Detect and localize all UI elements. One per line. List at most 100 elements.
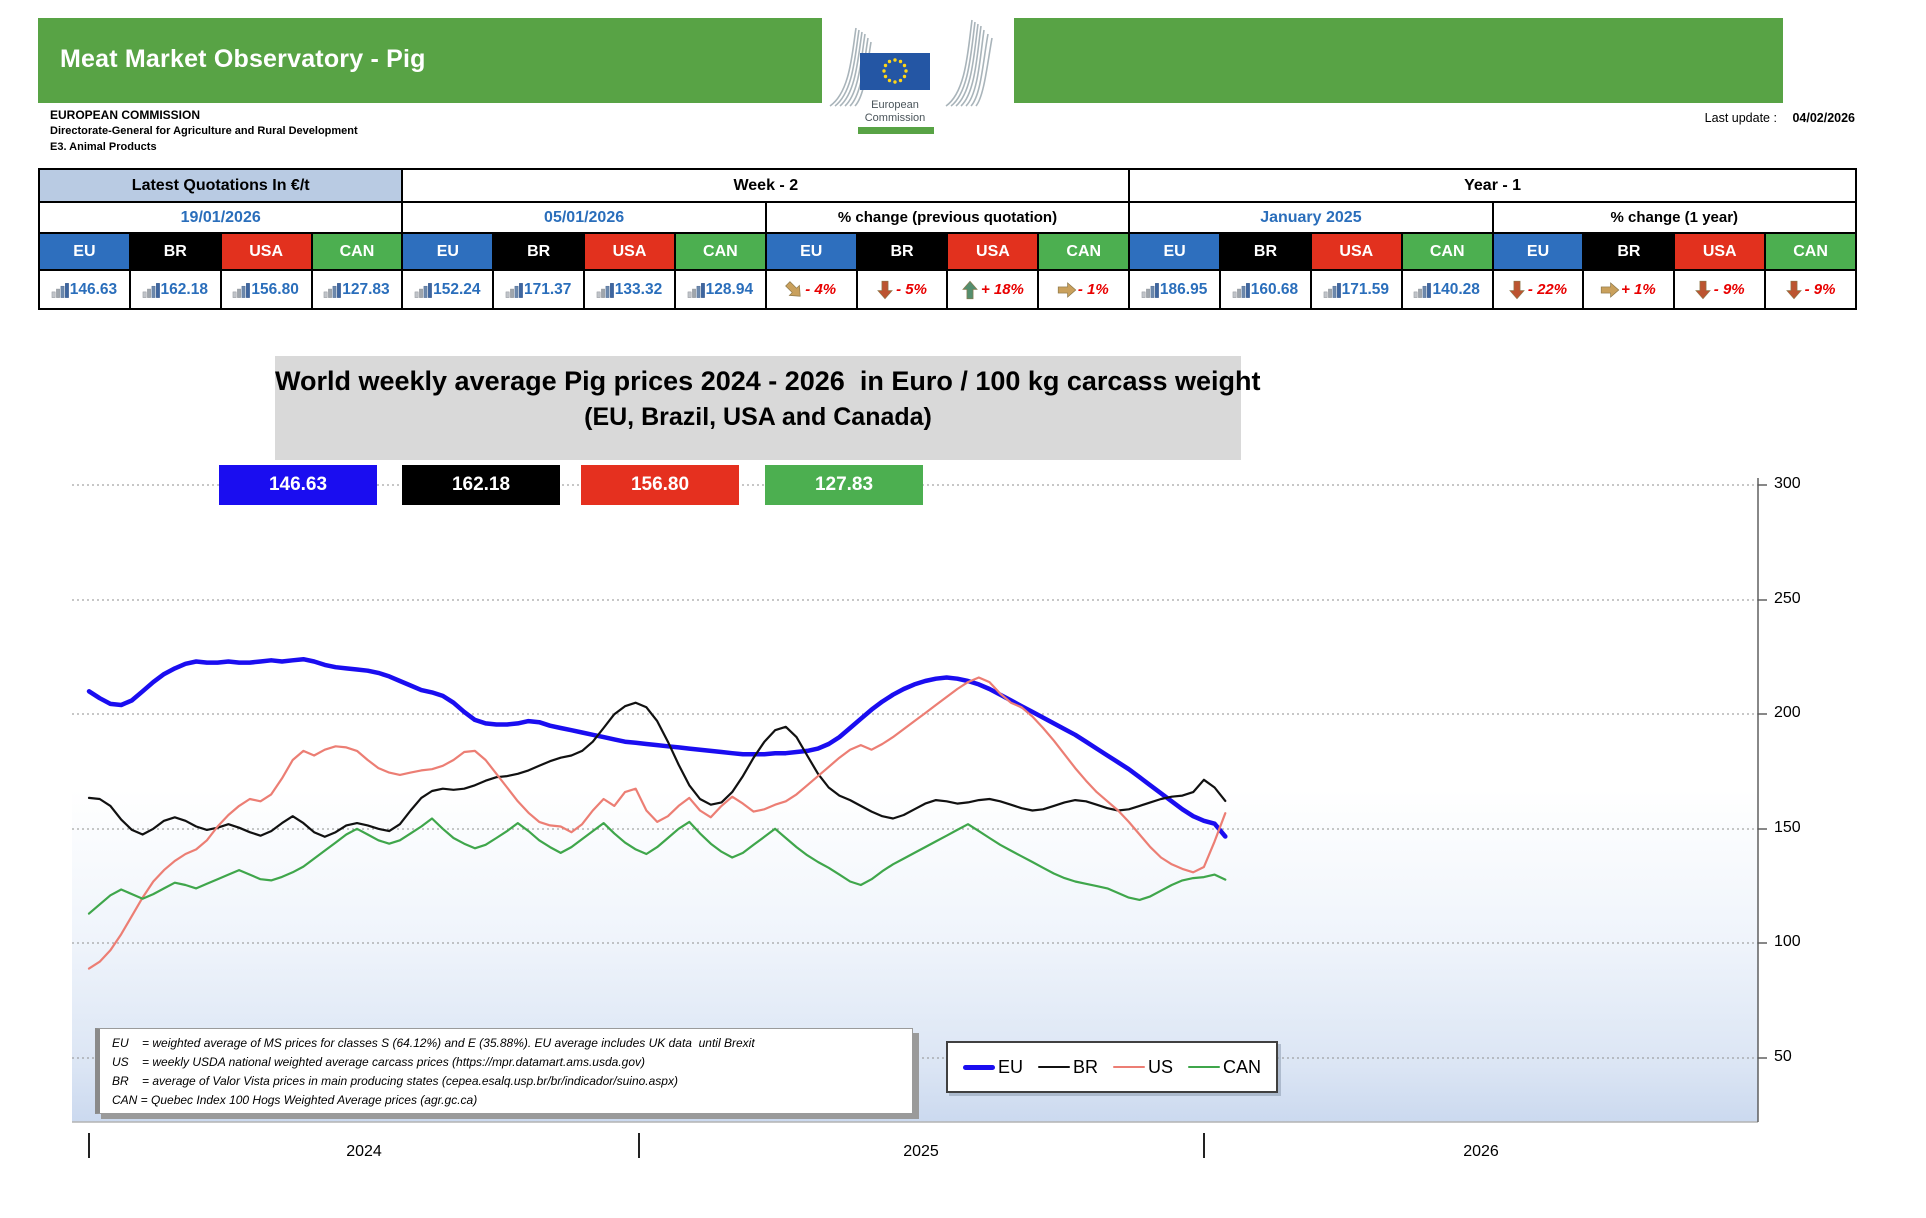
arrow-right-icon — [1600, 281, 1620, 298]
pct-year-label: % change (1 year) — [1493, 203, 1857, 234]
pct-change-value: + 18% — [980, 281, 1024, 298]
country-header-can: CAN — [1766, 234, 1857, 271]
arrow-down-icon — [1694, 280, 1711, 299]
legend-marker-br — [1037, 1065, 1070, 1069]
x-axis-label: 2024 — [346, 1143, 382, 1160]
ec-logo-stripes-right — [945, 19, 993, 107]
legend-label: CAN — [1223, 1056, 1262, 1077]
last-update-label: Last update : — [1704, 111, 1777, 125]
arrow-up-icon — [962, 280, 978, 299]
page-title: Meat Market Observatory - Pig — [60, 45, 426, 73]
country-header-br: BR — [494, 234, 586, 271]
quote-value: 160.68 — [1250, 280, 1299, 298]
mini-bars-icon — [687, 282, 705, 298]
series-line-br — [87, 701, 1227, 838]
pct-change-cell: - 1% — [1039, 271, 1131, 310]
legend-marker-can — [1188, 1065, 1221, 1069]
y-axis-label: 150 — [1774, 819, 1801, 836]
y-axis-label: 250 — [1774, 590, 1801, 607]
quote-cell: 152.24 — [403, 271, 495, 310]
mini-bars-icon — [505, 282, 523, 298]
quote-cell: 133.32 — [585, 271, 676, 310]
pct-change-value: - 22% — [1527, 281, 1568, 298]
mini-bars-icon — [1414, 282, 1432, 298]
last-update-date: 04/02/2026 — [1792, 111, 1855, 125]
country-header-can: CAN — [1039, 234, 1131, 271]
country-header-can: CAN — [312, 234, 404, 271]
quote-cell: 146.63 — [40, 271, 131, 310]
latest-value-box-can: 127.83 — [765, 465, 923, 505]
year1-date: January 2025 — [1130, 203, 1494, 234]
quote-cell: 140.28 — [1402, 271, 1494, 310]
country-header-usa: USA — [1675, 234, 1767, 271]
country-header-eu: EU — [1130, 234, 1222, 271]
quote-value: 146.63 — [69, 280, 118, 298]
eu-flag-stars — [882, 58, 908, 84]
org-line-3: E3. Animal Products — [50, 141, 157, 153]
legend-marker-eu — [962, 1064, 995, 1070]
x-axis-ticks — [88, 1133, 1205, 1158]
latest-value-box-br: 162.18 — [402, 465, 560, 505]
pct-change-value: - 5% — [896, 281, 927, 298]
x-axis-label: 2026 — [1463, 1143, 1499, 1160]
quote-value: 162.18 — [160, 280, 208, 298]
org-line-1: EUROPEAN COMMISSION — [50, 108, 201, 122]
arrow-right-icon — [1057, 281, 1077, 298]
quote-value: 171.37 — [523, 280, 572, 298]
week2-group-header: Week - 2 — [403, 170, 1131, 203]
country-header-usa: USA — [948, 234, 1040, 271]
quote-cell: 171.37 — [494, 271, 586, 310]
pct-change-value: - 4% — [805, 281, 837, 298]
ec-logo-green-bar — [858, 127, 934, 134]
y-axis-label: 300 — [1774, 475, 1801, 492]
org-block: EUROPEAN COMMISSION Directorate-General … — [50, 107, 358, 155]
latest-quotations-header: Latest Quotations In €/t — [40, 170, 404, 203]
chart-legend: EU BR US CAN — [946, 1041, 1278, 1093]
ec-logo-graphic: European Commission — [829, 19, 993, 134]
year1-group-header: Year - 1 — [1130, 170, 1857, 203]
plot-area-background — [72, 430, 1758, 1122]
quote-value: 140.28 — [1432, 280, 1480, 298]
legend-item-us: US — [1113, 1057, 1173, 1078]
country-header-eu: EU — [1493, 234, 1585, 271]
ec-logo-text-1: European — [871, 99, 919, 111]
mini-bars-icon — [1232, 282, 1250, 298]
series-line-eu — [86, 656, 1228, 839]
quote-cell: 160.68 — [1221, 271, 1312, 310]
quote-value: 156.80 — [251, 280, 299, 298]
x-axis-label: 2025 — [903, 1143, 939, 1160]
pct-change-cell: - 4% — [766, 271, 858, 310]
arrow-down-icon — [1509, 280, 1525, 299]
ec-logo-text-2: Commission — [865, 112, 926, 124]
y-axis-label: 50 — [1774, 1048, 1792, 1065]
mini-bars-icon — [596, 282, 614, 298]
country-header-br: BR — [1584, 234, 1676, 271]
legend-label: BR — [1072, 1056, 1098, 1077]
quote-value: 128.94 — [705, 280, 754, 298]
legend-item-eu: EU — [962, 1057, 1023, 1078]
european-commission-logo: European Commission — [822, 14, 1014, 142]
legend-label: US — [1148, 1056, 1174, 1077]
footnotes-box: EU = weighted average of MS prices for c… — [95, 1028, 913, 1114]
arrow-down-icon — [877, 280, 894, 299]
latest-date: 19/01/2026 — [40, 203, 404, 234]
quote-cell: 128.94 — [675, 271, 767, 310]
quotations-table: Latest Quotations In €/t Week - 2 Year - 1… — [38, 168, 1857, 310]
pct-change-value: - 9% — [1713, 281, 1745, 298]
quote-cell: 162.18 — [130, 271, 222, 310]
pct-change-value: + 1% — [1621, 281, 1656, 298]
country-header-br: BR — [857, 234, 949, 271]
mini-bars-icon — [414, 282, 432, 298]
mini-bars-icon — [51, 282, 69, 298]
mini-bars-icon — [1141, 282, 1159, 298]
mini-bars-icon — [323, 282, 342, 298]
footnote-line: EU = weighted average of MS prices for c… — [112, 1036, 755, 1050]
y-axis — [1757, 478, 1767, 1122]
pct-change-cell: - 22% — [1493, 271, 1585, 310]
mini-bars-icon — [1323, 282, 1341, 298]
org-line-2: Directorate-General for Agriculture and … — [50, 125, 358, 137]
quote-cell: 156.80 — [221, 271, 313, 310]
footnote-line: BR = average of Valor Vista prices in ma… — [112, 1074, 678, 1088]
pct-change-cell: + 1% — [1584, 271, 1676, 310]
